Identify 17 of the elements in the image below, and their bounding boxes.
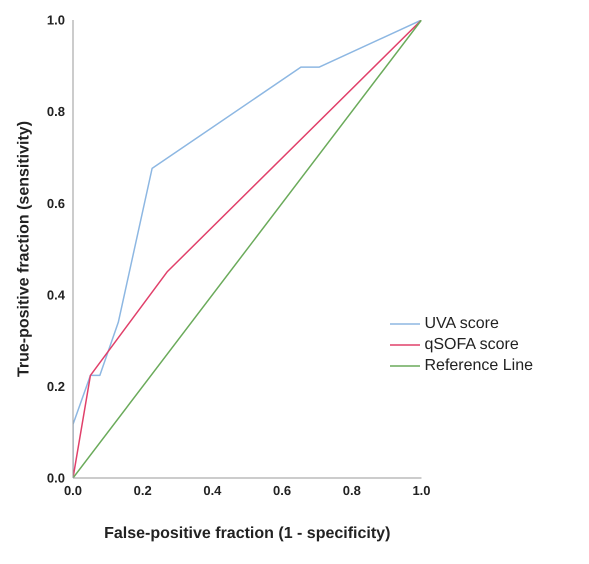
y-tick-label: 0.0: [46, 470, 65, 486]
legend-label: Reference Line: [424, 356, 533, 374]
y-tick-label: 0.8: [46, 104, 65, 120]
x-tick-label: 0.2: [134, 483, 152, 498]
x-tick-label: 1.0: [412, 483, 431, 498]
x-tick-label: 0.8: [342, 483, 361, 498]
x-axis-title: False-positive fraction (1 - specificity): [104, 525, 390, 542]
x-tick-label: 0.4: [203, 483, 222, 498]
legend-label: qSOFA score: [424, 336, 519, 354]
y-tick-label: 0.4: [46, 287, 66, 302]
x-tick-label: 0.6: [273, 483, 292, 498]
y-tick-label: 0.6: [46, 196, 65, 211]
legend-label: UVA score: [424, 314, 499, 332]
x-tick-label: 0.0: [64, 483, 82, 498]
y-axis-title: True-positive fraction (sensitivity): [16, 120, 33, 378]
y-tick-label: 1.0: [46, 12, 65, 28]
y-tick-label: 0.2: [46, 379, 65, 394]
